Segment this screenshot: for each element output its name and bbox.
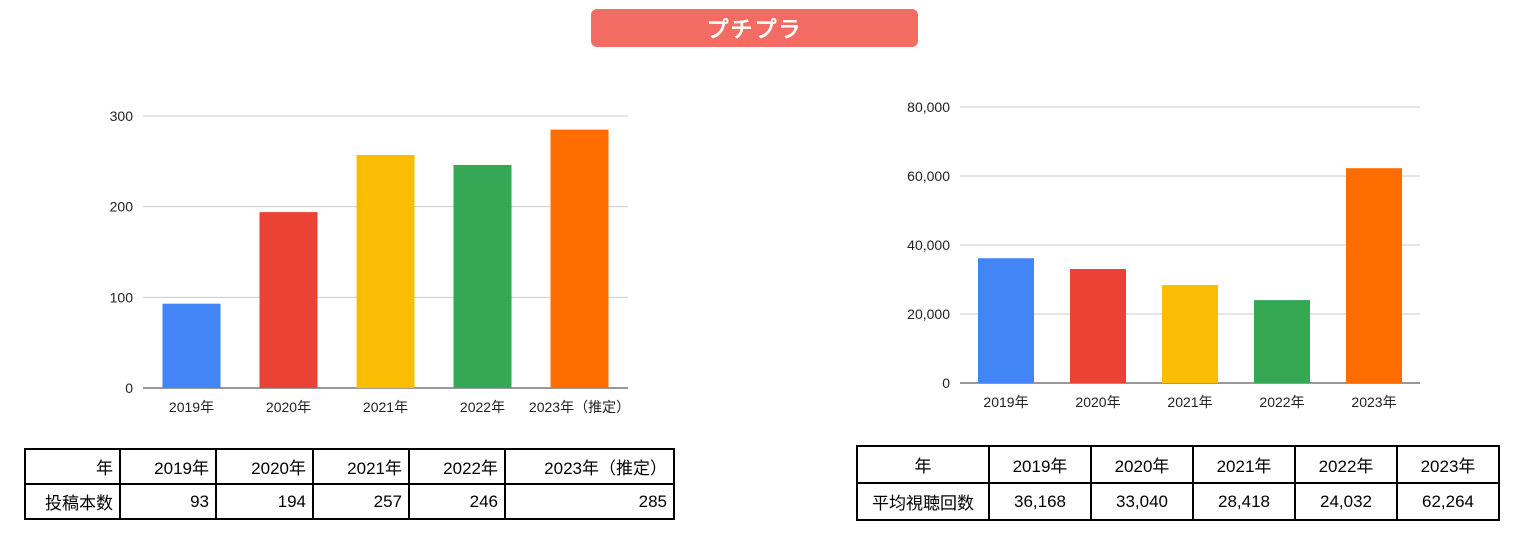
bar [1346,168,1402,383]
table-cell: 2022年 [408,448,506,485]
table-cell: 2020年 [215,448,314,485]
x-tick-label: 2019年 [169,399,214,415]
y-tick-label: 100 [110,289,134,305]
table-cell: 2019年 [119,448,217,485]
x-tick-label: 2022年 [1259,394,1304,410]
bar [1070,269,1126,383]
table-cell: 62,264 [1396,482,1500,521]
y-tick-label: 300 [110,108,134,124]
table-cell: 2023年（推定） [504,448,675,485]
table-header-row: 年 2019年 2020年 2021年 2022年 2023年 [856,445,1500,484]
table-cell: 2021年 [312,448,410,485]
bar [453,164,512,388]
table-cell: 2022年 [1294,445,1398,484]
table-cell: 33,040 [1090,482,1194,521]
x-tick-label: 2020年 [1075,394,1120,410]
y-tick-label: 0 [125,380,133,396]
bar [1162,284,1218,383]
posts-bar-chart: 0 100 200 300 2019年 2020年 2021年 2022年 2023年（推定） [110,108,630,415]
y-tick-label: 40,000 [907,237,950,253]
table-cell: 2023年 [1396,445,1500,484]
table-cell: 平均視聴回数 [856,482,990,521]
table-cell: 246 [408,483,506,520]
x-tick-label: 2022年 [460,399,505,415]
y-tick-label: 0 [942,375,950,391]
table-cell: 285 [504,483,675,520]
table-cell: 93 [119,483,217,520]
table-cell: 投稿本数 [24,483,121,520]
x-tick-label: 2021年 [363,399,408,415]
x-tick-label: 2023年 [1351,394,1396,410]
table-cell: 2020年 [1090,445,1194,484]
table-cell: 28,418 [1192,482,1296,521]
views-bar-chart: 0 20,000 40,000 60,000 80,000 2019年 2020年 2021年… [907,99,1420,410]
bar [162,303,221,388]
bar [356,154,415,388]
table-cell: 194 [215,483,314,520]
x-tick-label: 2019年 [983,394,1028,410]
posts-table: 年 2019年 2020年 2021年 2022年 2023年（推定） 投稿本数… [24,448,675,520]
table-cell: 257 [312,483,410,520]
bar [259,212,318,388]
x-tick-label: 2021年 [1167,394,1212,410]
table-cell: 2021年 [1192,445,1296,484]
table-cell: 2019年 [988,445,1092,484]
table-cell: 年 [856,445,990,484]
y-tick-label: 20,000 [907,306,950,322]
x-tick-label: 2020年 [266,399,311,415]
bar [1254,300,1310,383]
page-title: プチプラ [706,18,803,43]
views-table: 年 2019年 2020年 2021年 2022年 2023年 平均視聴回数 3… [856,445,1500,521]
page-title-banner: プチプラ [591,9,918,47]
table-cell: 年 [24,448,121,485]
table-row: 投稿本数 93 194 257 246 285 [24,483,675,520]
table-row: 平均視聴回数 36,168 33,040 28,418 24,032 62,26… [856,482,1500,521]
y-tick-label: 60,000 [907,168,950,184]
y-tick-label: 200 [110,199,134,215]
x-tick-label: 2023年（推定） [529,399,630,415]
bar [550,129,609,388]
bar [978,258,1034,383]
y-tick-label: 80,000 [907,99,950,115]
table-cell: 24,032 [1294,482,1398,521]
table-cell: 36,168 [988,482,1092,521]
table-header-row: 年 2019年 2020年 2021年 2022年 2023年（推定） [24,448,675,485]
